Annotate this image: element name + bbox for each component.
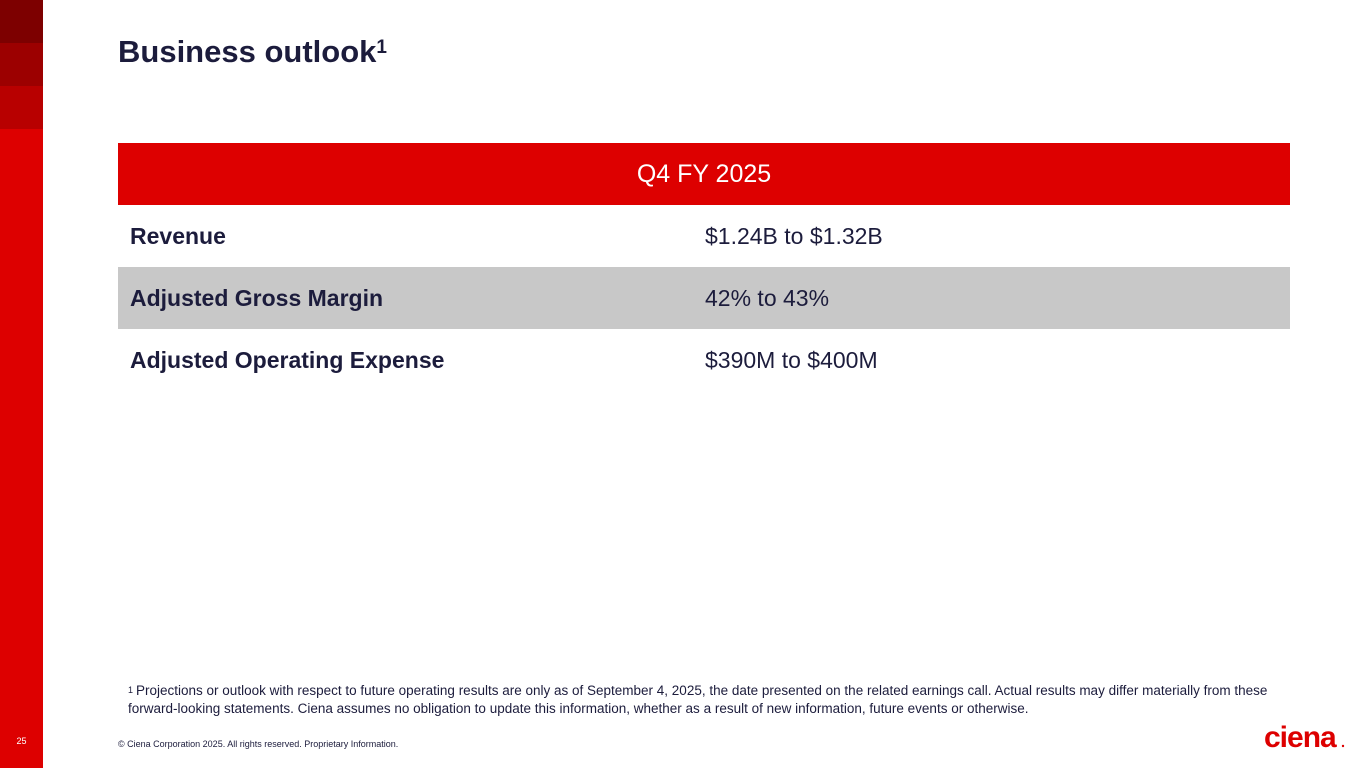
page-title: Business outlook1 — [118, 34, 387, 70]
table-row-gross-margin: Adjusted Gross Margin 42% to 43% — [118, 267, 1290, 329]
accent-square-light — [0, 86, 43, 129]
table-row-revenue: Revenue $1.24B to $1.32B — [118, 205, 1290, 267]
table-row-operating-expense: Adjusted Operating Expense $390M to $400… — [118, 329, 1290, 391]
row-value: $1.24B to $1.32B — [705, 222, 883, 249]
accent-square-medium — [0, 43, 43, 86]
left-accent-bar: 25 — [0, 0, 43, 768]
row-label: Adjusted Operating Expense — [130, 346, 445, 373]
page-title-text: Business outlook — [118, 34, 377, 69]
row-value: 42% to 43% — [705, 284, 830, 311]
outlook-table: Q4 FY 2025 Revenue $1.24B to $1.32B Adju… — [118, 143, 1290, 391]
row-value: $390M to $400M — [705, 346, 878, 373]
table-header: Q4 FY 2025 — [118, 143, 1290, 205]
copyright-text: © Ciena Corporation 2025. All rights res… — [118, 739, 399, 749]
footnote-marker: 1 — [128, 685, 134, 695]
footnote: 1 Projections or outlook with respect to … — [128, 682, 1278, 718]
logo-wordmark: ciena — [1264, 721, 1337, 752]
slide-number: 25 — [16, 736, 27, 746]
footnote-text: Projections or outlook with respect to f… — [128, 683, 1268, 716]
logo-dot — [1341, 744, 1345, 748]
row-label: Revenue — [130, 222, 226, 249]
ciena-logo: ciena — [1264, 721, 1345, 752]
title-footnote-marker: 1 — [376, 37, 387, 58]
accent-square-dark — [0, 0, 43, 43]
row-label: Adjusted Gross Margin — [130, 284, 384, 311]
